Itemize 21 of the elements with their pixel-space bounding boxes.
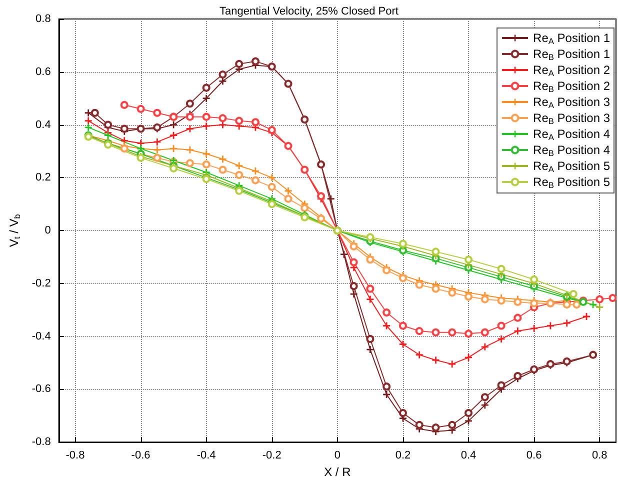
y-tick-label: -0.4 — [32, 330, 51, 342]
x-tick-label: 0.4 — [460, 450, 476, 462]
x-tick-label: 0.6 — [526, 450, 542, 462]
y-tick-label: 0.4 — [36, 118, 51, 131]
y-tick-label: 0.8 — [36, 13, 51, 25]
y-axis-title: Vt / Vb — [7, 214, 22, 248]
x-tick-label: -0.4 — [196, 450, 216, 462]
chart-title: Tangential Velocity, 25% Closed Port — [220, 6, 398, 18]
x-tick-label: -0.8 — [66, 450, 85, 462]
x-tick-label: 0.8 — [592, 450, 608, 462]
x-axis-title: X / R — [324, 465, 352, 479]
x-tick-label: 0 — [334, 450, 340, 462]
x-tick-label: 0.2 — [395, 450, 411, 462]
x-tick-label: -0.6 — [131, 450, 150, 462]
y-tick-label: -0.6 — [32, 383, 51, 396]
y-tick-label: -0.2 — [32, 277, 51, 290]
y-tick-label: 0.2 — [36, 172, 51, 184]
x-tick-label: -0.2 — [262, 450, 282, 462]
y-tick-label: 0.6 — [36, 66, 51, 78]
y-tick-label: -0.8 — [32, 436, 51, 448]
y-tick-label: 0 — [44, 224, 51, 237]
